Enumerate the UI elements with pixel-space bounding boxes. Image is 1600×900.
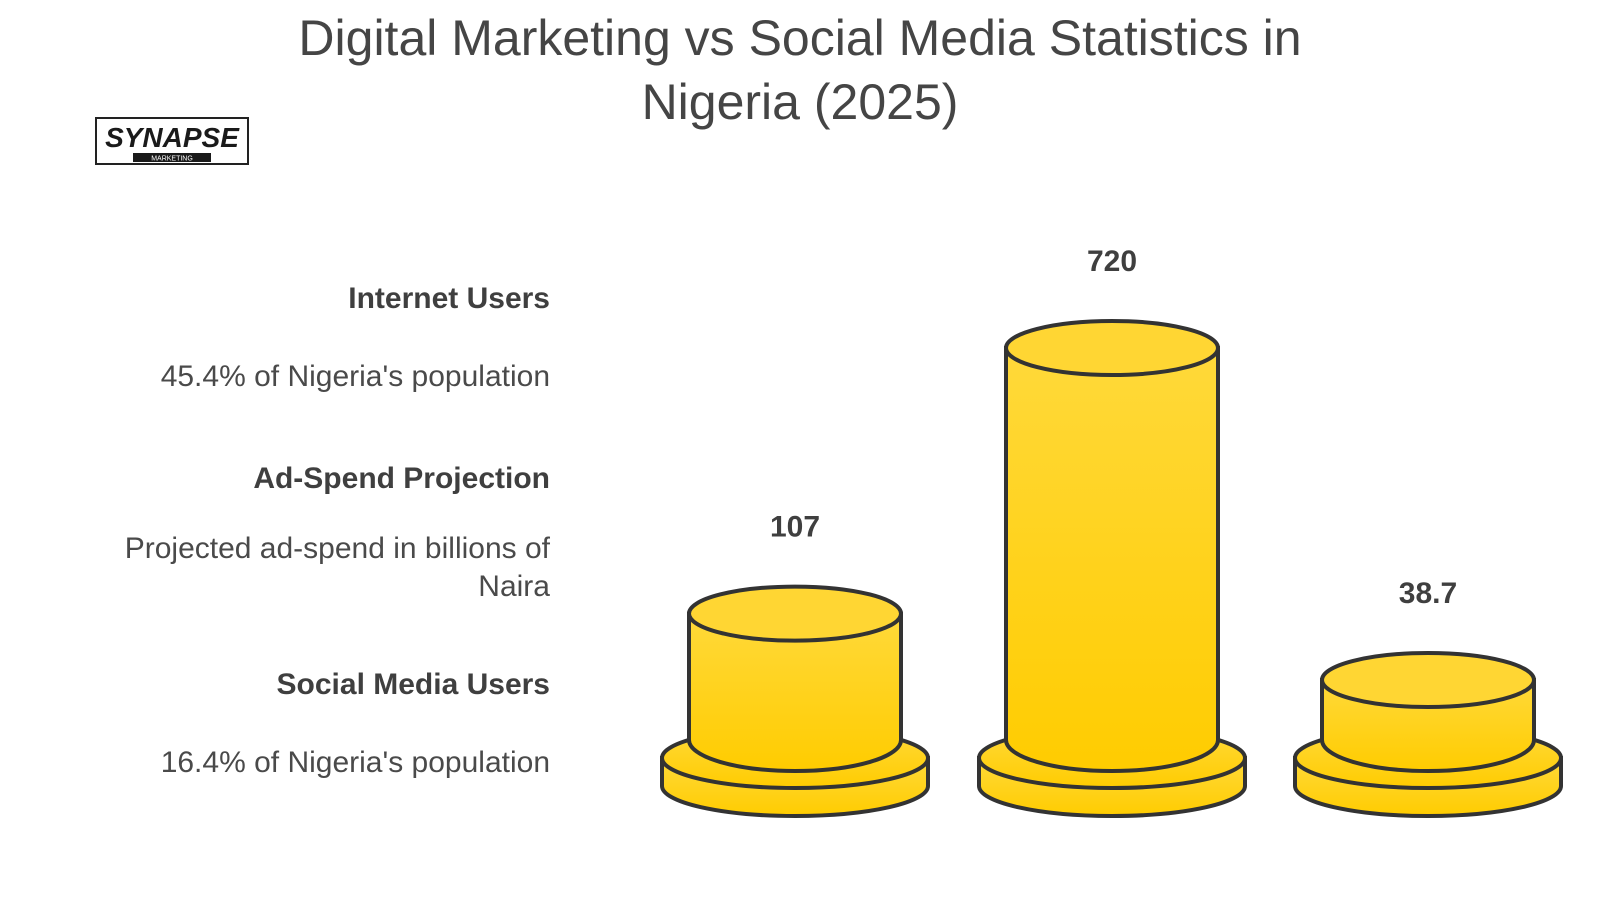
legend-desc: 45.4% of Nigeria's population <box>160 360 550 393</box>
chart-title-line-1: Digital Marketing vs Social Media Statis… <box>298 10 1302 66</box>
bar-ad-spend-projection: 720 <box>977 245 1247 818</box>
bar-social-media-users: 38.7 <box>1293 577 1563 818</box>
chart-title: Digital Marketing vs Social Media Statis… <box>200 6 1400 134</box>
bar-internet-users: 107 <box>660 511 930 818</box>
legend-desc-line-1: Projected ad-spend in billions of <box>124 532 550 565</box>
legend-desc: 16.4% of Nigeria's population <box>160 746 550 779</box>
legend-item-ad-spend: Ad-Spend Projection Projected ad-spend i… <box>30 460 550 606</box>
bar-body <box>1004 346 1220 773</box>
legend-title: Social Media Users <box>276 668 550 701</box>
legend-item-social-media-users: Social Media Users 16.4% of Nigeria's po… <box>30 666 550 782</box>
legend-desc-line-2: Naira <box>478 570 550 603</box>
svg-text:SYNAPSE: SYNAPSE <box>105 122 240 153</box>
bar-value-label: 38.7 <box>1399 577 1457 610</box>
synapse-logo: SYNAPSE MARKETING <box>95 117 249 165</box>
chart-title-line-2: Nigeria (2025) <box>641 74 959 130</box>
bar-top <box>1004 319 1220 377</box>
bar-body <box>687 611 903 773</box>
legend-title: Internet Users <box>348 282 550 315</box>
bar-top <box>687 584 903 643</box>
svg-text:MARKETING: MARKETING <box>151 156 193 163</box>
bar-value-label: 720 <box>1087 245 1137 278</box>
bar-value-label: 107 <box>770 511 820 544</box>
legend-item-internet-users: Internet Users 45.4% of Nigeria's popula… <box>30 280 550 396</box>
legend-title: Ad-Spend Projection <box>253 462 550 495</box>
bar-top <box>1320 651 1536 709</box>
